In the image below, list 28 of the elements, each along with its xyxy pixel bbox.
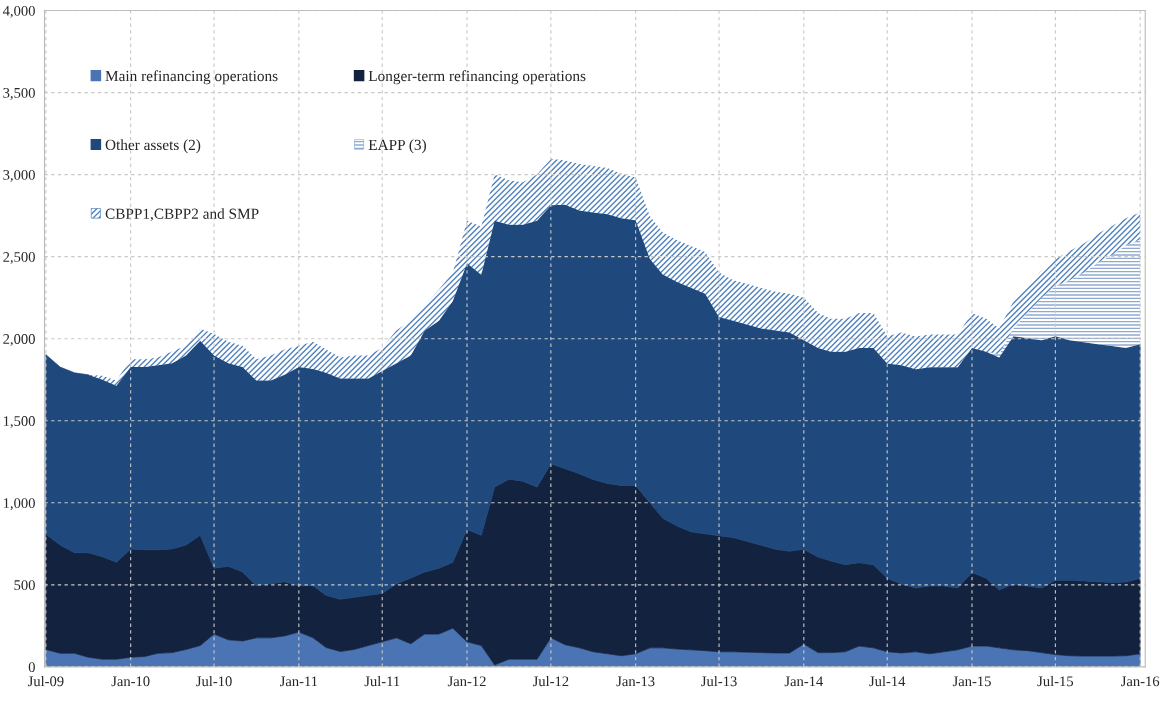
legend-label: EAPP (3) (368, 139, 426, 154)
x-tick-label: Jan-11 (279, 676, 318, 687)
y-tick-label: 500 (14, 580, 35, 591)
y-tick-label: 3,500 (3, 87, 35, 100)
x-tick-label: Jul-15 (1037, 675, 1074, 687)
x-tick-label: Jul-09 (27, 675, 64, 687)
x-tick-label: Jan-12 (447, 676, 486, 687)
x-tick-label: Jul-11 (364, 675, 400, 687)
x-tick-label: Jan-10 (111, 676, 150, 687)
x-tick-label: Jan-14 (784, 676, 824, 687)
x-tick-label: Jul-14 (869, 675, 906, 687)
legend-label: Longer-term refinancing operations (368, 70, 586, 85)
x-tick-label: Jan-15 (952, 676, 991, 687)
x-tick-label: Jul-10 (196, 675, 232, 687)
y-tick-label: 0 (28, 662, 35, 673)
y-tick-label: 2,000 (3, 334, 35, 347)
legend-label: CBPP1,CBPP2 and SMP (105, 208, 259, 222)
y-tick-label: 4,000 (2, 5, 35, 18)
y-tick-label: 1,000 (3, 498, 35, 511)
y-tick-label: 3,000 (3, 169, 35, 182)
x-tick-label: Jan-13 (616, 676, 655, 687)
legend-label: Other assets (2) (105, 139, 201, 154)
y-tick-label: 2,500 (3, 252, 35, 264)
x-tick-label: Jul-13 (701, 675, 737, 687)
y-tick-label: 1,500 (3, 416, 35, 429)
x-tick-label: Jul-12 (532, 675, 569, 687)
x-tick-label: Jan-16 (1121, 676, 1160, 687)
legend-label: Main refinancing operations (105, 70, 278, 85)
